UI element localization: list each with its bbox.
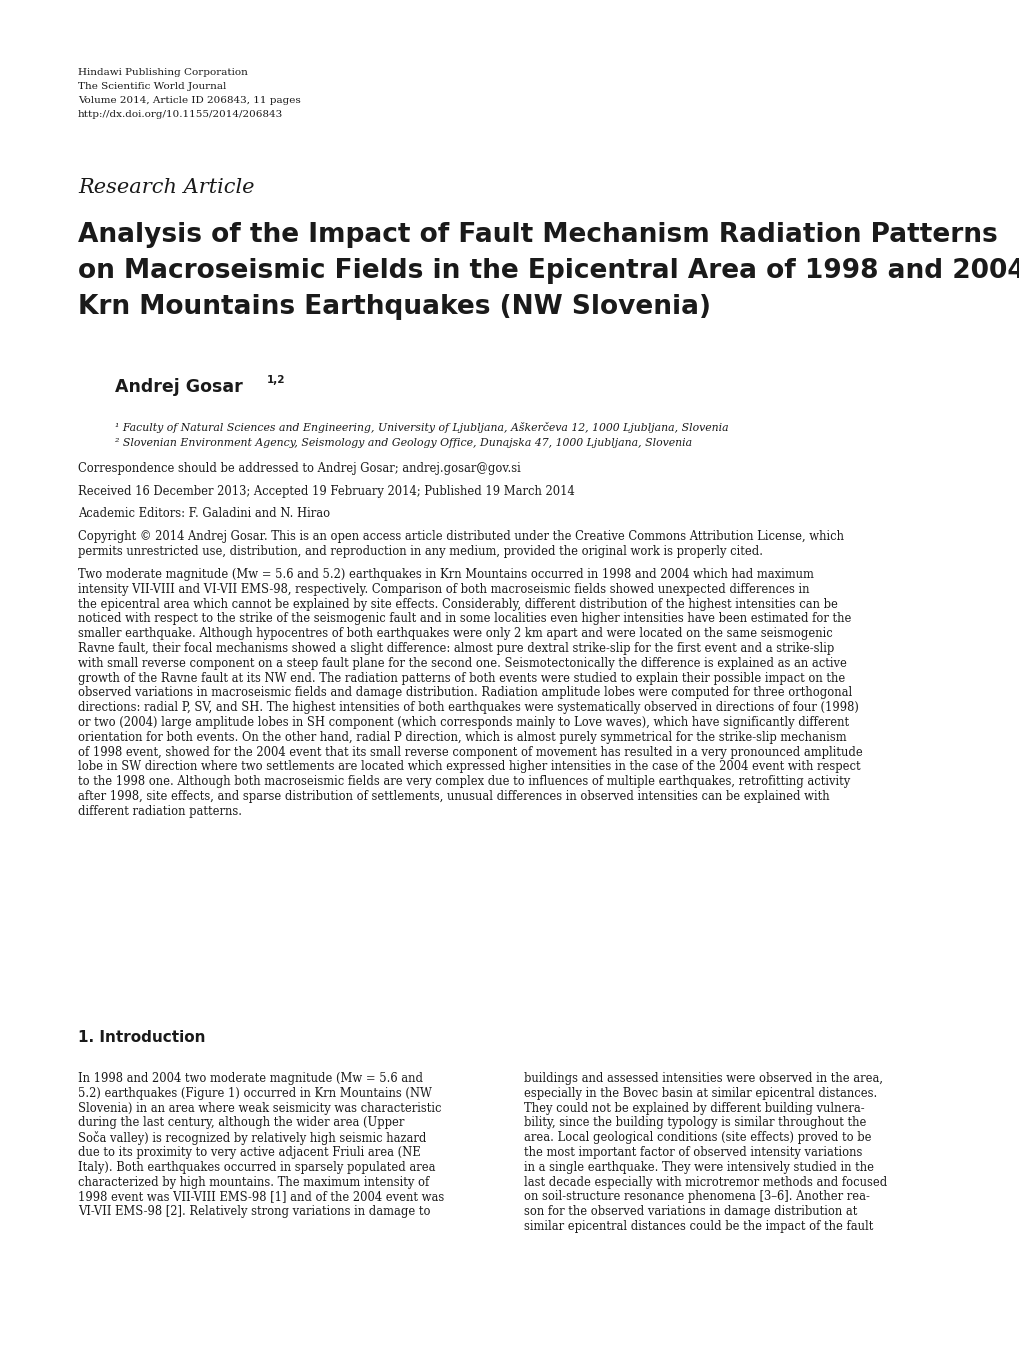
Text: during the last century, although the wider area (Upper: during the last century, although the wi… (77, 1116, 404, 1129)
Text: http://dx.doi.org/10.1155/2014/206843: http://dx.doi.org/10.1155/2014/206843 (77, 110, 283, 118)
Text: or two (2004) large amplitude lobes in SH component (which corresponds mainly to: or two (2004) large amplitude lobes in S… (77, 716, 848, 730)
Text: ¹ Faculty of Natural Sciences and Engineering, University of Ljubljana, Aškerčev: ¹ Faculty of Natural Sciences and Engine… (115, 423, 728, 433)
Text: last decade especially with microtremor methods and focused: last decade especially with microtremor … (524, 1175, 887, 1189)
Text: to the 1998 one. Although both macroseismic fields are very complex due to influ: to the 1998 one. Although both macroseis… (77, 775, 850, 789)
Text: with small reverse component on a steep fault plane for the second one. Seismote: with small reverse component on a steep … (77, 657, 846, 670)
Text: after 1998, site effects, and sparse distribution of settlements, unusual differ: after 1998, site effects, and sparse dis… (77, 790, 828, 804)
Text: Academic Editors: F. Galadini and N. Hirao: Academic Editors: F. Galadini and N. Hir… (77, 507, 330, 520)
Text: bility, since the building typology is similar throughout the: bility, since the building typology is s… (524, 1116, 865, 1129)
Text: Hindawi Publishing Corporation: Hindawi Publishing Corporation (77, 69, 248, 77)
Text: observed variations in macroseismic fields and damage distribution. Radiation am: observed variations in macroseismic fiel… (77, 686, 852, 700)
Text: 5.2) earthquakes (Figure 1) occurred in Krn Mountains (NW: 5.2) earthquakes (Figure 1) occurred in … (77, 1086, 431, 1100)
Text: In 1998 and 2004 two moderate magnitude (Mw = 5.6 and: In 1998 and 2004 two moderate magnitude … (77, 1071, 423, 1085)
Text: characterized by high mountains. The maximum intensity of: characterized by high mountains. The max… (77, 1175, 429, 1189)
Text: growth of the Ravne fault at its NW end. The radiation patterns of both events w: growth of the Ravne fault at its NW end.… (77, 672, 845, 685)
Text: buildings and assessed intensities were observed in the area,: buildings and assessed intensities were … (524, 1071, 882, 1085)
Text: in a single earthquake. They were intensively studied in the: in a single earthquake. They were intens… (524, 1160, 873, 1174)
Text: Krn Mountains Earthquakes (NW Slovenia): Krn Mountains Earthquakes (NW Slovenia) (77, 293, 710, 320)
Text: 1. Introduction: 1. Introduction (77, 1030, 205, 1044)
Text: 1,2: 1,2 (267, 376, 285, 385)
Text: different radiation patterns.: different radiation patterns. (77, 805, 242, 818)
Text: orientation for both events. On the other hand, radial P direction, which is alm: orientation for both events. On the othe… (77, 731, 846, 744)
Text: Analysis of the Impact of Fault Mechanism Radiation Patterns: Analysis of the Impact of Fault Mechanis… (77, 222, 997, 248)
Text: on soil-structure resonance phenomena [3–6]. Another rea-: on soil-structure resonance phenomena [3… (524, 1190, 869, 1203)
Text: son for the observed variations in damage distribution at: son for the observed variations in damag… (524, 1205, 857, 1218)
Text: the epicentral area which cannot be explained by site effects. Considerably, dif: the epicentral area which cannot be expl… (77, 598, 837, 611)
Text: Volume 2014, Article ID 206843, 11 pages: Volume 2014, Article ID 206843, 11 pages (77, 96, 301, 105)
Text: due to its proximity to very active adjacent Friuli area (NE: due to its proximity to very active adja… (77, 1145, 420, 1159)
Text: area. Local geological conditions (site effects) proved to be: area. Local geological conditions (site … (524, 1131, 870, 1144)
Text: directions: radial P, SV, and SH. The highest intensities of both earthquakes we: directions: radial P, SV, and SH. The hi… (77, 701, 858, 715)
Text: intensity VII-VIII and VI-VII EMS-98, respectively. Comparison of both macroseis: intensity VII-VIII and VI-VII EMS-98, re… (77, 583, 809, 596)
Text: Ravne fault, their focal mechanisms showed a slight difference: almost pure dext: Ravne fault, their focal mechanisms show… (77, 642, 834, 656)
Text: noticed with respect to the strike of the seismogenic fault and in some localiti: noticed with respect to the strike of th… (77, 612, 851, 626)
Text: the most important factor of observed intensity variations: the most important factor of observed in… (524, 1145, 861, 1159)
Text: VI-VII EMS-98 [2]. Relatively strong variations in damage to: VI-VII EMS-98 [2]. Relatively strong var… (77, 1205, 430, 1218)
Text: Copyright © 2014 Andrej Gosar. This is an open access article distributed under : Copyright © 2014 Andrej Gosar. This is a… (77, 530, 843, 542)
Text: Andrej Gosar: Andrej Gosar (115, 378, 243, 396)
Text: smaller earthquake. Although hypocentres of both earthquakes were only 2 km apar: smaller earthquake. Although hypocentres… (77, 627, 832, 641)
Text: ² Slovenian Environment Agency, Seismology and Geology Office, Dunajska 47, 1000: ² Slovenian Environment Agency, Seismolo… (115, 437, 692, 448)
Text: especially in the Bovec basin at similar epicentral distances.: especially in the Bovec basin at similar… (524, 1086, 876, 1100)
Text: of 1998 event, showed for the 2004 event that its small reverse component of mov: of 1998 event, showed for the 2004 event… (77, 746, 862, 759)
Text: They could not be explained by different building vulnera-: They could not be explained by different… (524, 1101, 864, 1114)
Text: The Scientific World Journal: The Scientific World Journal (77, 82, 226, 92)
Text: Soča valley) is recognized by relatively high seismic hazard: Soča valley) is recognized by relatively… (77, 1131, 426, 1145)
Text: Received 16 December 2013; Accepted 19 February 2014; Published 19 March 2014: Received 16 December 2013; Accepted 19 F… (77, 485, 574, 498)
Text: on Macroseismic Fields in the Epicentral Area of 1998 and 2004: on Macroseismic Fields in the Epicentral… (77, 258, 1019, 284)
Text: Italy). Both earthquakes occurred in sparsely populated area: Italy). Both earthquakes occurred in spa… (77, 1160, 435, 1174)
Text: permits unrestricted use, distribution, and reproduction in any medium, provided: permits unrestricted use, distribution, … (77, 545, 762, 559)
Text: Two moderate magnitude (Mw = 5.6 and 5.2) earthquakes in Krn Mountains occurred : Two moderate magnitude (Mw = 5.6 and 5.2… (77, 568, 813, 581)
Text: lobe in SW direction where two settlements are located which expressed higher in: lobe in SW direction where two settlemen… (77, 760, 860, 774)
Text: Correspondence should be addressed to Andrej Gosar; andrej.gosar@gov.si: Correspondence should be addressed to An… (77, 462, 521, 475)
Text: Slovenia) in an area where weak seismicity was characteristic: Slovenia) in an area where weak seismici… (77, 1101, 441, 1114)
Text: similar epicentral distances could be the impact of the fault: similar epicentral distances could be th… (524, 1219, 872, 1233)
Text: Research Article: Research Article (77, 178, 255, 197)
Text: 1998 event was VII-VIII EMS-98 [1] and of the 2004 event was: 1998 event was VII-VIII EMS-98 [1] and o… (77, 1190, 444, 1203)
